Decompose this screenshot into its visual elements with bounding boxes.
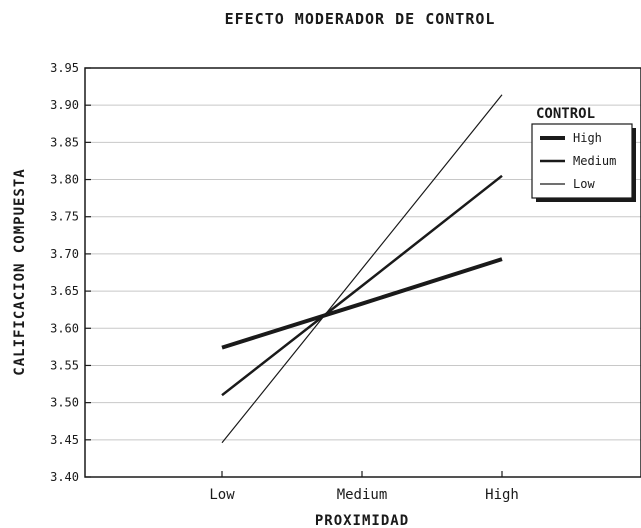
x-axis-label: PROXIMIDAD bbox=[315, 513, 409, 528]
legend-label-medium: Medium bbox=[573, 154, 616, 168]
series-line-low bbox=[221, 94, 503, 444]
y-tick-label: 3.85 bbox=[50, 135, 79, 149]
series-line-high bbox=[221, 257, 503, 350]
legend-label-high: High bbox=[573, 131, 602, 145]
chart-title: EFECTO MODERADOR DE CONTROL bbox=[225, 10, 496, 28]
y-tick-label: 3.40 bbox=[50, 470, 79, 484]
x-axis-ticks: Low Medium High bbox=[209, 471, 519, 503]
y-tick-label: 3.70 bbox=[50, 247, 79, 261]
y-tick-label: 3.50 bbox=[50, 396, 79, 410]
y-tick-label: 3.60 bbox=[50, 321, 79, 335]
y-tick-label: 3.75 bbox=[50, 210, 79, 224]
series-lines bbox=[221, 94, 503, 444]
legend-title: CONTROL bbox=[536, 106, 595, 122]
series-line-medium bbox=[221, 174, 503, 397]
plot-area-frame bbox=[84, 67, 641, 478]
y-tick-label: 3.90 bbox=[50, 98, 79, 112]
y-axis-ticks: 3.40 3.45 3.50 3.55 3.60 3.65 3.70 3.75 3.80 3.85… bbox=[50, 61, 91, 484]
y-tick-label: 3.80 bbox=[50, 173, 79, 187]
x-tick-label: Medium bbox=[337, 487, 388, 503]
y-tick-label: 3.45 bbox=[50, 433, 79, 447]
x-tick-label: Low bbox=[209, 487, 235, 503]
legend-items: High Medium Low bbox=[540, 131, 616, 191]
y-tick-label: 3.95 bbox=[50, 61, 79, 75]
y-tick-label: 3.65 bbox=[50, 284, 79, 298]
legend-label-low: Low bbox=[573, 177, 595, 191]
y-tick-label: 3.55 bbox=[50, 358, 79, 372]
x-tick-label: High bbox=[485, 487, 519, 503]
y-axis-label: CALIFICACION COMPUESTA bbox=[12, 168, 28, 375]
